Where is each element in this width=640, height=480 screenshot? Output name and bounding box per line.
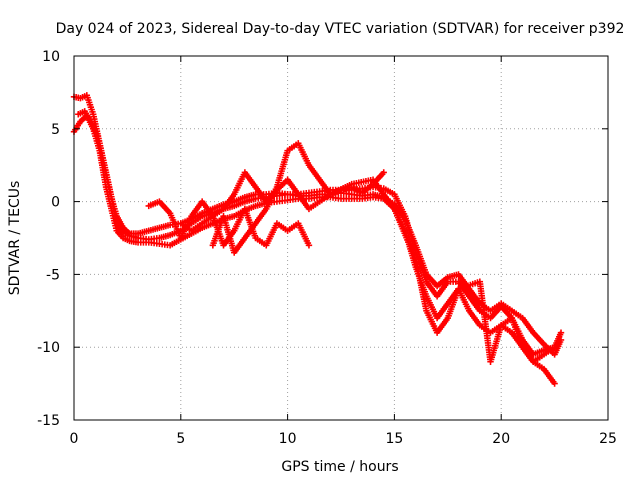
y-axis-label: SDTVAR / TECUs [7, 181, 23, 296]
series-track-4 [145, 198, 313, 249]
series-track-6 [177, 169, 387, 234]
y-tick-label: -5 [46, 267, 60, 283]
data-point [380, 169, 387, 176]
y-tick-label: -10 [37, 340, 60, 356]
y-tick-label: 10 [42, 49, 60, 65]
x-tick-label: 20 [492, 431, 510, 447]
x-tick-label: 25 [599, 431, 617, 447]
x-tick-label: 10 [279, 431, 297, 447]
data-point [557, 329, 565, 336]
axis-ticks: 0 5 10 15 20 25 -15 -10 -5 0 5 10 [37, 49, 617, 447]
series-track-3 [75, 108, 565, 358]
grid-lines [74, 56, 608, 420]
series-track-5 [209, 140, 565, 365]
y-tick-label: 5 [51, 122, 60, 138]
y-tick-label: -15 [37, 413, 60, 429]
x-tick-label: 15 [385, 431, 403, 447]
data-point [305, 242, 313, 249]
data-points [70, 92, 565, 387]
x-tick-label: 5 [176, 431, 185, 447]
chart-title: Day 024 of 2023, Sidereal Day-to-day VTE… [56, 21, 625, 37]
y-tick-label: 0 [51, 195, 60, 211]
x-axis-label: GPS time / hours [281, 459, 398, 475]
x-tick-label: 0 [70, 431, 79, 447]
plot-frame [73, 55, 609, 421]
data-point [551, 380, 558, 387]
series-track-2 [70, 112, 558, 387]
